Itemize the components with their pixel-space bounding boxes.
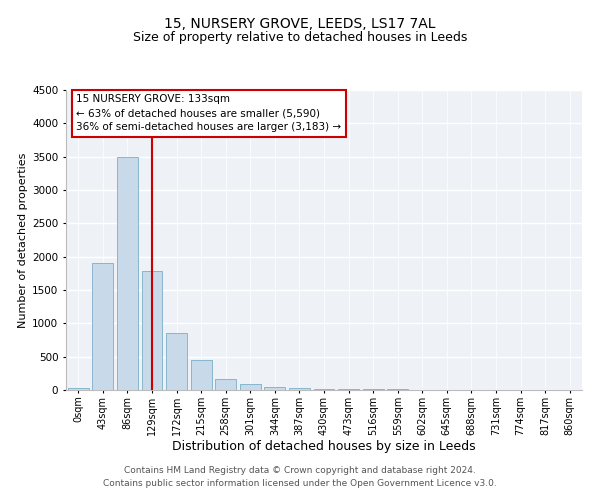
Bar [215,380,236,390]
X-axis label: Distribution of detached houses by size in Leeds: Distribution of detached houses by size … [172,440,476,454]
Bar [240,384,261,390]
Bar [142,272,163,390]
Text: Contains HM Land Registry data © Crown copyright and database right 2024.
Contai: Contains HM Land Registry data © Crown c… [103,466,497,487]
Bar [166,334,187,390]
Text: 15, NURSERY GROVE, LEEDS, LS17 7AL: 15, NURSERY GROVE, LEEDS, LS17 7AL [164,18,436,32]
Bar [289,388,310,390]
Bar [117,156,138,390]
Bar [92,264,113,390]
Y-axis label: Number of detached properties: Number of detached properties [18,152,28,328]
Bar [191,360,212,390]
Bar [338,389,359,390]
Bar [68,388,89,390]
Bar [265,387,286,390]
Bar [314,388,334,390]
Text: Size of property relative to detached houses in Leeds: Size of property relative to detached ho… [133,31,467,44]
Text: 15 NURSERY GROVE: 133sqm
← 63% of detached houses are smaller (5,590)
36% of sem: 15 NURSERY GROVE: 133sqm ← 63% of detach… [76,94,341,132]
